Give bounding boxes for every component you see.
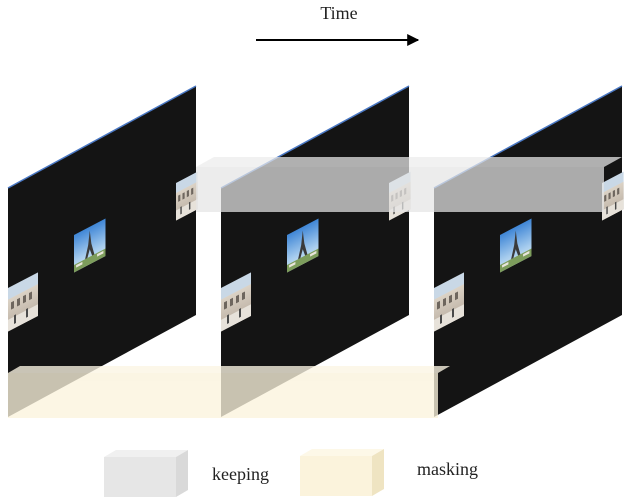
frame-top-edge (7, 85, 197, 189)
keeping-tube-top (196, 157, 622, 167)
keeping-tube (196, 157, 622, 212)
video-frame-1 (7, 85, 198, 417)
masking-tube (8, 366, 450, 418)
masking-tube-front (8, 373, 438, 418)
time-label: Time (320, 3, 357, 23)
legend-masking-swatch (300, 449, 384, 496)
video-frame-3 (433, 85, 624, 417)
legend-keeping-swatch (104, 450, 188, 497)
legend-keeping-label: keeping (212, 464, 269, 484)
keeping-tube-front (196, 167, 604, 212)
legend-masking-label: masking (417, 459, 478, 479)
legend: keeping masking (104, 449, 478, 497)
masking-tube-top (8, 366, 450, 373)
